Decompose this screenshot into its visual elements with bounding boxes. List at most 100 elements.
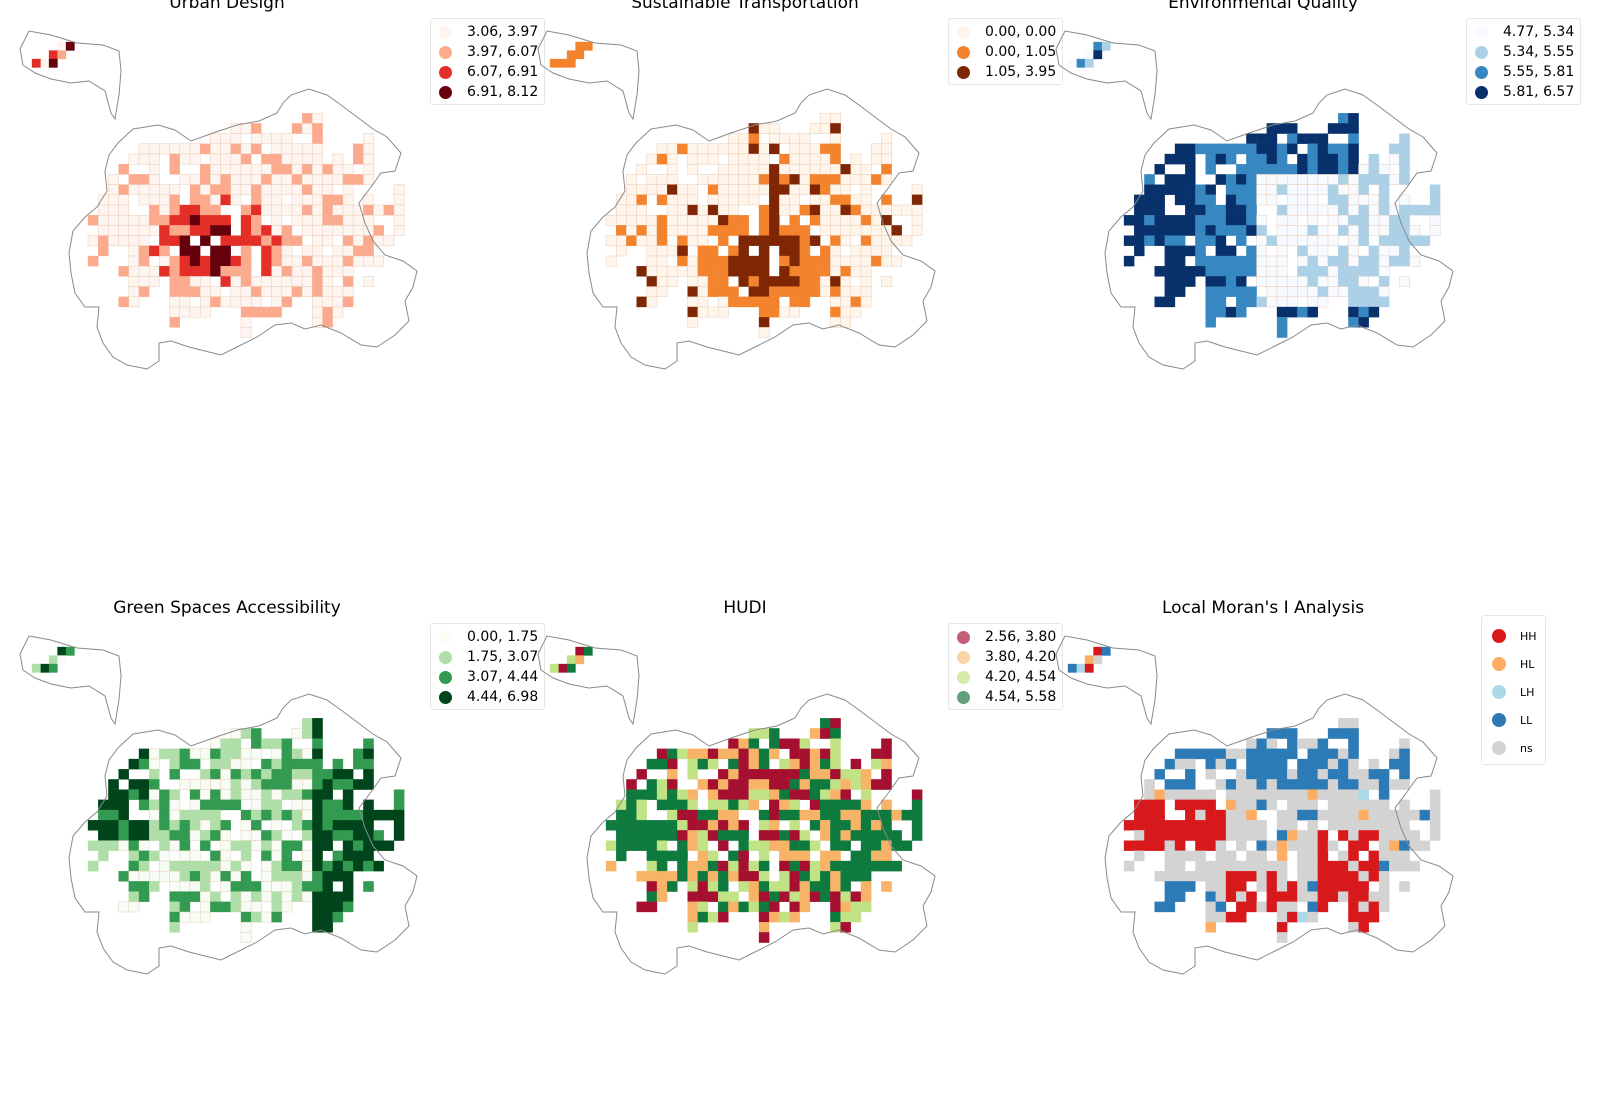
grid-cell	[1205, 306, 1216, 318]
grid-cell	[830, 133, 841, 145]
grid-cell	[1215, 296, 1227, 308]
grid-cell	[363, 276, 374, 287]
grid-cell	[1144, 809, 1155, 821]
grid-cell	[261, 881, 272, 892]
grid-cell	[1246, 245, 1257, 257]
grid-cell	[271, 276, 283, 287]
grid-cell	[1185, 830, 1196, 841]
grid-cell	[1164, 286, 1176, 297]
grid-cell	[1317, 255, 1329, 267]
grid-cell	[169, 153, 180, 165]
grid-cell	[646, 830, 658, 841]
grid-cell	[758, 820, 770, 831]
grid-cell	[220, 820, 231, 831]
grid-cell	[1154, 225, 1165, 236]
grid-cell	[799, 830, 811, 841]
grid-cell	[911, 789, 923, 800]
grid-cell	[220, 163, 232, 175]
grid-cell	[748, 840, 760, 851]
grid-cell	[363, 143, 374, 155]
grid-cell	[1378, 901, 1390, 913]
grid-cell	[718, 809, 729, 821]
grid-cell	[353, 830, 364, 841]
grid-cell	[687, 799, 698, 811]
grid-cell	[271, 255, 282, 267]
grid-cell	[605, 820, 617, 831]
grid-cell	[312, 143, 323, 155]
grid-cell	[646, 901, 658, 913]
grid-cell	[666, 153, 678, 165]
grid-cell	[118, 809, 129, 821]
grid-cell	[1246, 901, 1257, 913]
grid-cell	[251, 779, 262, 790]
map-title: Environmental Quality	[1168, 0, 1358, 13]
grid-cell	[728, 245, 739, 257]
grid-cell	[189, 153, 201, 165]
grid-cell	[1287, 728, 1298, 739]
grid-cell	[768, 123, 780, 134]
grid-cell	[626, 225, 637, 236]
grid-cell	[291, 214, 303, 226]
grid-cell	[656, 799, 668, 811]
grid-cell	[1358, 204, 1369, 216]
grid-cell	[342, 265, 354, 277]
grid-cell	[860, 891, 872, 902]
grid-cell	[799, 809, 811, 821]
grid-cell	[261, 789, 272, 800]
grid-cell	[1327, 748, 1339, 760]
grid-cell	[718, 911, 729, 923]
grid-cell	[626, 789, 637, 800]
grid-cell	[687, 748, 698, 760]
grid-cell	[850, 245, 862, 257]
grid-cell	[1287, 164, 1298, 175]
grid-cell	[138, 286, 150, 297]
grid-cell	[159, 809, 170, 821]
grid-cell	[687, 204, 698, 216]
grid-cell	[1389, 235, 1400, 246]
grid-cell	[1399, 809, 1410, 821]
grid-cell	[860, 809, 872, 821]
grid-cell	[666, 214, 678, 226]
grid-cell	[1338, 255, 1349, 267]
grid-cell	[1225, 245, 1237, 257]
grid-cell	[667, 820, 678, 831]
grid-cell	[1246, 184, 1257, 195]
grid-cell	[1266, 143, 1278, 155]
grid-cell	[312, 820, 323, 831]
grid-cell	[1429, 214, 1441, 226]
grid-cell	[809, 215, 821, 226]
grid-cell	[363, 163, 374, 175]
grid-cell	[1256, 174, 1268, 185]
grid-cell	[383, 204, 395, 216]
grid-cell	[200, 235, 211, 246]
grid-cell	[210, 789, 221, 800]
grid-cell	[667, 850, 678, 862]
grid-cell	[891, 204, 903, 216]
grid-cell	[281, 738, 293, 749]
grid-cell	[820, 830, 831, 841]
grid-cell	[1164, 860, 1176, 872]
grid-cell	[189, 850, 201, 862]
grid-cell	[820, 184, 831, 195]
grid-cell	[820, 789, 831, 800]
grid-cell	[677, 245, 688, 257]
grid-cell	[261, 738, 272, 749]
grid-cell	[1225, 266, 1237, 277]
grid-cell	[169, 204, 180, 216]
grid-cell	[1348, 891, 1359, 902]
inset-cell	[57, 655, 67, 665]
grid-cell	[677, 809, 688, 821]
grid-cell	[179, 255, 191, 267]
grid-cell	[179, 840, 191, 851]
grid-cell	[1389, 758, 1400, 770]
grid-cell	[881, 769, 892, 780]
grid-cell	[769, 235, 780, 246]
grid-cell	[1205, 164, 1216, 175]
city-boundary	[586, 88, 936, 370]
grid-cell	[199, 296, 211, 308]
grid-cell	[179, 204, 191, 216]
grid-cell	[1348, 255, 1359, 267]
grid-cell	[250, 799, 262, 811]
grid-cell	[128, 255, 140, 267]
grid-cell	[1409, 809, 1420, 821]
